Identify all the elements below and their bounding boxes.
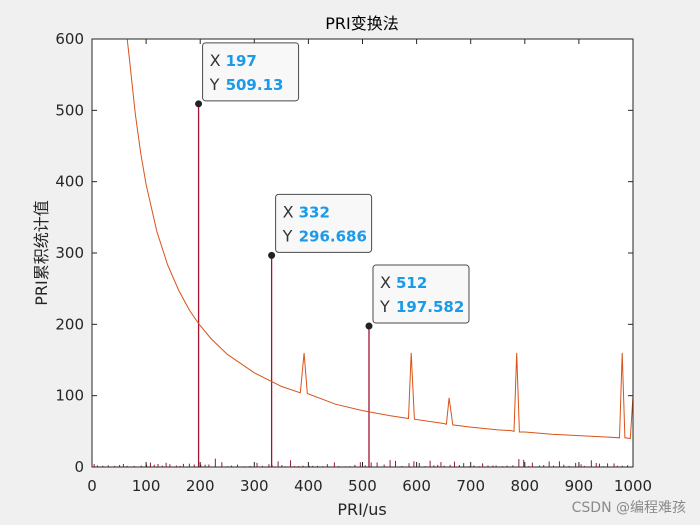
y-tick-label: 100 <box>55 387 84 405</box>
y-tick-label: 300 <box>55 244 84 262</box>
datatip[interactable]: X 512 Y 197.582 <box>372 264 470 324</box>
datatip-box <box>202 42 300 102</box>
datatip[interactable]: X 332 Y 296.686 <box>275 193 373 253</box>
y-tick-label: 200 <box>55 315 84 333</box>
y-tick-label: 400 <box>55 173 84 191</box>
x-tick-label: 500 <box>348 477 377 495</box>
datatip[interactable]: X 197 Y 509.13 <box>202 42 300 102</box>
x-tick-label: 800 <box>510 477 539 495</box>
datatip-x-value: 512 <box>396 274 427 292</box>
datatip-x-key: X <box>380 273 391 292</box>
x-tick-label: 400 <box>294 477 323 495</box>
x-tick-label: 600 <box>402 477 431 495</box>
datatip-x-key: X <box>210 51 221 70</box>
datatip-box <box>275 193 373 253</box>
datatip-y-key: Y <box>209 75 220 94</box>
datatip-y-key: Y <box>282 226 293 245</box>
x-tick-label: 700 <box>456 477 485 495</box>
datatip-box <box>372 264 470 324</box>
chart-title: PRI变换法 <box>325 14 399 33</box>
x-tick-label: 200 <box>186 477 215 495</box>
plot-area <box>92 39 633 467</box>
threshold-line <box>124 38 634 440</box>
y-axis-label: PRI累积统计值 <box>32 200 51 306</box>
x-axis-label: PRI/us <box>337 500 386 519</box>
y-tick-label: 0 <box>74 458 84 476</box>
peak-stems <box>197 103 370 467</box>
axis-ticks: 0 100 200 300 400 500 600 700 800 900 1000 0 100 200 3… <box>55 30 652 495</box>
datatips: X 197 Y 509.13 X 332 Y 296.686 X 512 Y 197.582 <box>195 42 470 330</box>
datatip-y-key: Y <box>379 297 390 316</box>
x-tick-label: 300 <box>240 477 269 495</box>
y-tick-label: 500 <box>55 101 84 119</box>
watermark: CSDN @编程难孩 <box>571 500 686 516</box>
datatip-marker[interactable] <box>195 100 203 108</box>
y-tick-label: 600 <box>55 30 84 48</box>
x-tick-label: 900 <box>565 477 594 495</box>
datatip-x-value: 332 <box>299 203 330 221</box>
x-tick-label: 1000 <box>614 477 652 495</box>
datatip-x-key: X <box>283 202 294 221</box>
datatip-y-value: 296.686 <box>299 227 367 245</box>
datatip-x-value: 197 <box>226 52 257 70</box>
datatip-marker[interactable] <box>268 251 276 259</box>
x-tick-label: 100 <box>132 477 161 495</box>
datatip-y-value: 197.582 <box>396 298 464 316</box>
x-tick-label: 0 <box>87 477 97 495</box>
datatip-marker[interactable] <box>365 322 373 330</box>
datatip-y-value: 509.13 <box>226 76 284 94</box>
